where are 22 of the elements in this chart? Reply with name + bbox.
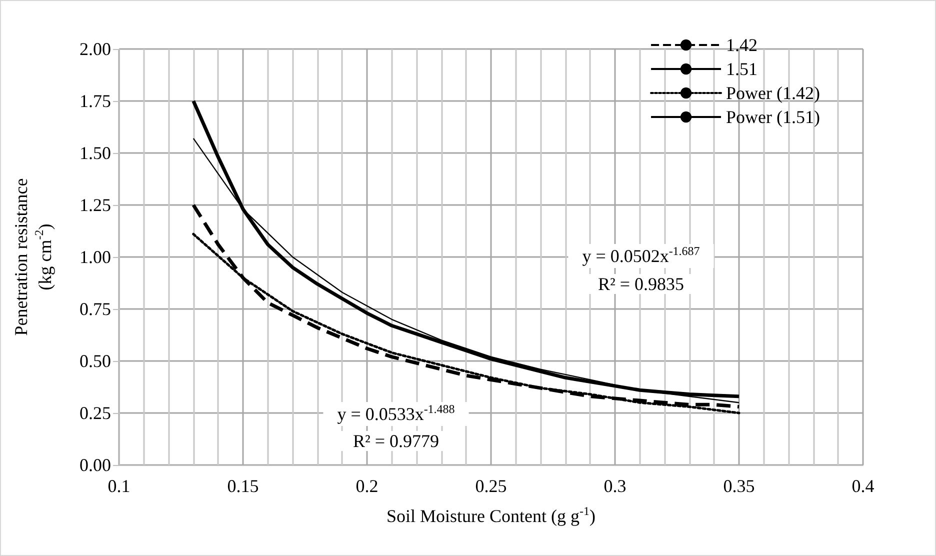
y-tick-label: 1.75	[80, 91, 111, 111]
y-tick-label: 1.50	[80, 143, 111, 163]
y-tick-label: 0.50	[80, 351, 111, 371]
annotation: R² = 0.9779	[352, 431, 440, 451]
x-tick-label: 0.2	[356, 476, 378, 496]
legend-label: 1.51	[726, 59, 758, 79]
y-tick-label: 2.00	[80, 39, 111, 59]
x-tick-label: 0.3	[604, 476, 626, 496]
legend-label: Power (1.51)	[726, 107, 820, 127]
annotation: R² = 0.9835	[598, 274, 684, 294]
x-tick-label: 0.1	[108, 476, 130, 496]
x-tick-label: 0.25	[475, 476, 507, 496]
y-tick-label: 0.00	[80, 455, 111, 475]
y-tick-label: 1.00	[80, 247, 111, 267]
x-tick-label: 0.35	[723, 476, 755, 496]
y-tick-label: 0.75	[80, 299, 111, 319]
x-tick-label: 0.4	[852, 476, 874, 496]
y-tick-label: 0.25	[80, 403, 111, 423]
legend-label: Power (1.42)	[726, 83, 820, 103]
x-tick-label: 0.15	[227, 476, 259, 496]
legend-label: 1.42	[726, 35, 758, 55]
y-tick-label: 1.25	[80, 195, 111, 215]
